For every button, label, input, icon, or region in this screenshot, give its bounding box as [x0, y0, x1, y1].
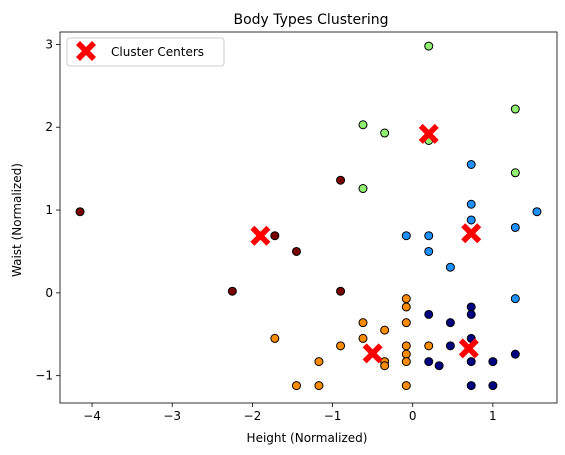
data-point-cluster-3 [510, 222, 520, 232]
legend: Cluster Centers [66, 37, 225, 67]
data-point-cluster-2 [445, 341, 455, 351]
data-point-cluster-3 [466, 215, 476, 225]
data-point-cluster-0 [291, 246, 301, 256]
x-tick-label: −2 [244, 409, 262, 423]
data-point-cluster-1 [380, 361, 390, 371]
legend-box [66, 37, 225, 67]
data-point-cluster-1 [424, 341, 434, 351]
chart-title: Body Types Clustering [233, 12, 388, 28]
legend-center-marker [76, 41, 96, 61]
x-tick-label: −3 [163, 409, 181, 423]
cluster-center-marker [458, 338, 479, 359]
data-point-cluster-0 [75, 207, 85, 217]
data-point-cluster-2 [466, 357, 476, 367]
x-tick-label: −4 [83, 409, 101, 423]
data-point-cluster-3 [401, 231, 411, 241]
data-point-cluster-3 [445, 262, 455, 272]
data-point-cluster-4 [358, 120, 368, 130]
data-point-cluster-1 [401, 294, 411, 304]
data-point-cluster-0 [270, 231, 280, 241]
data-point-cluster-1 [401, 341, 411, 351]
cluster-center-marker [250, 225, 271, 246]
y-tick-label: 1 [45, 203, 53, 217]
cluster-center-marker [461, 223, 482, 244]
y-axis-ticks: −1 0 1 2 3 [35, 37, 60, 383]
data-point-cluster-3 [532, 207, 542, 217]
data-point-cluster-4 [510, 168, 520, 178]
data-point-cluster-1 [401, 318, 411, 328]
y-tick-label: 0 [45, 286, 53, 300]
data-point-cluster-3 [424, 246, 434, 256]
cluster-center-marker [362, 343, 383, 364]
y-axis-label: Waist (Normalized) [10, 163, 24, 277]
data-point-cluster-3 [466, 160, 476, 169]
data-point-cluster-4 [380, 128, 390, 138]
data-point-cluster-1 [270, 333, 280, 343]
data-point-cluster-0 [336, 286, 346, 296]
data-point-cluster-2 [466, 302, 476, 312]
data-point-cluster-0 [336, 175, 346, 185]
data-point-cluster-2 [488, 381, 498, 391]
x-axis-ticks: −4 −3 −2 −1 0 1 [83, 403, 497, 423]
plot-frame [59, 31, 558, 404]
legend-center-icon [76, 41, 96, 61]
data-point-cluster-1 [401, 381, 411, 391]
x-axis-label: Height (Normalized) [247, 431, 368, 445]
y-tick-label: 3 [45, 37, 53, 51]
centers-layer [250, 123, 482, 364]
legend-label: Cluster Centers [111, 45, 204, 59]
data-point-cluster-1 [401, 357, 411, 367]
data-point-cluster-2 [424, 309, 434, 319]
data-point-cluster-2 [488, 357, 498, 367]
data-point-cluster-4 [358, 184, 368, 194]
data-point-cluster-3 [466, 199, 476, 209]
cluster-center-marker [418, 123, 439, 144]
y-tick-label: 2 [45, 120, 53, 134]
data-point-cluster-2 [424, 357, 434, 367]
data-point-cluster-1 [380, 325, 390, 335]
data-point-cluster-0 [227, 286, 237, 296]
points-layer [75, 41, 542, 391]
data-point-cluster-1 [401, 349, 411, 359]
data-point-cluster-1 [401, 302, 411, 312]
data-point-cluster-3 [510, 294, 520, 304]
data-point-cluster-1 [358, 333, 368, 343]
data-point-cluster-4 [424, 41, 434, 51]
x-tick-label: 0 [409, 409, 417, 423]
data-point-cluster-3 [424, 231, 434, 241]
data-point-cluster-2 [445, 318, 455, 328]
x-tick-label: 1 [489, 409, 497, 423]
data-point-cluster-1 [291, 381, 301, 391]
data-point-cluster-1 [358, 318, 368, 328]
data-point-cluster-1 [314, 381, 324, 391]
data-point-cluster-2 [510, 349, 520, 359]
data-point-cluster-1 [314, 357, 324, 367]
data-point-cluster-1 [336, 341, 346, 351]
data-point-cluster-2 [434, 361, 444, 371]
x-tick-label: −1 [324, 409, 342, 423]
data-point-cluster-4 [510, 104, 520, 114]
y-tick-label: −1 [35, 369, 53, 383]
data-point-cluster-2 [466, 381, 476, 391]
data-point-cluster-2 [466, 309, 476, 319]
